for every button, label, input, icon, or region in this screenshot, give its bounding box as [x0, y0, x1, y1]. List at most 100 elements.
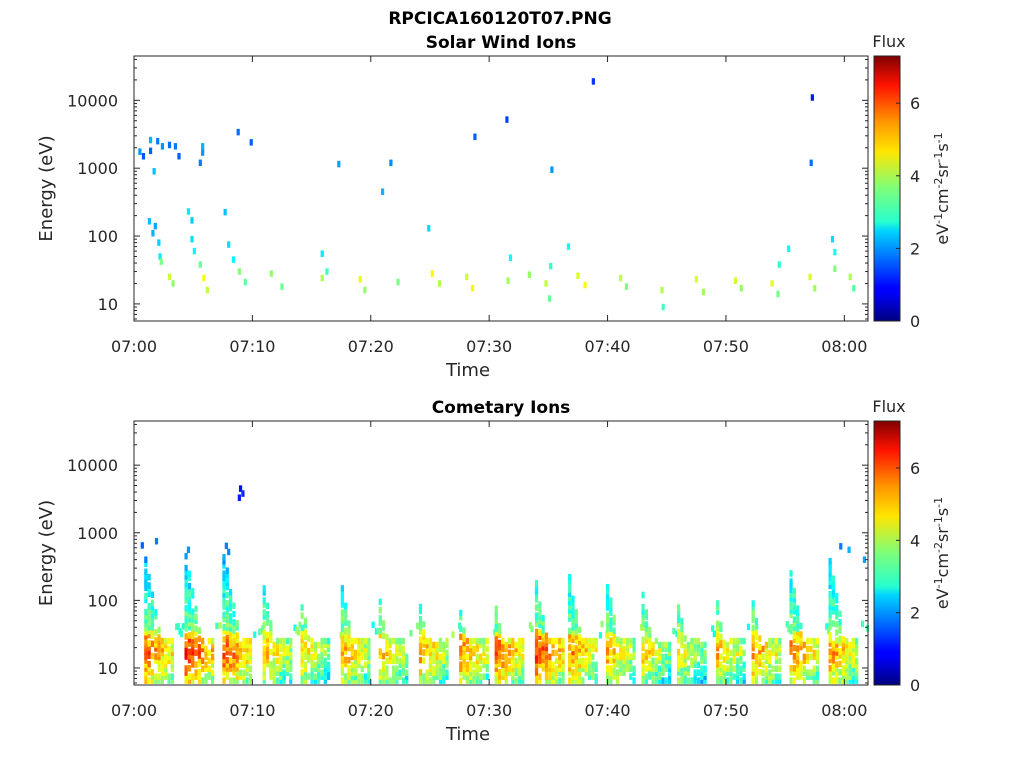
heatmap-burst-cell: [211, 669, 215, 676]
heatmap-burst-cell: [191, 657, 195, 664]
heatmap-burst-cell: [751, 661, 755, 668]
heatmap-burst-cell: [789, 648, 793, 656]
heatmap-burst-cell: [514, 677, 518, 684]
heatmap-burst-cell: [574, 669, 578, 676]
heatmap-cell: [154, 537, 159, 545]
heatmap-burst-cell: [725, 669, 730, 676]
heatmap-burst-cell: [418, 640, 423, 648]
heatmap-burst-cell: [144, 661, 148, 668]
heatmap-burst-cell: [725, 665, 730, 673]
heatmap-burst-cell: [238, 641, 243, 649]
heatmap-burst-cell: [313, 665, 317, 673]
heatmap-burst-cell: [742, 637, 746, 645]
heatmap-burst-cell: [248, 637, 253, 645]
heatmap-burst-cell: [494, 661, 498, 668]
heatmap-burst-cell: [475, 661, 479, 669]
heatmap-burst-cell: [401, 649, 406, 657]
heatmap-burst-cell: [184, 617, 188, 624]
heatmap-band-cell: [376, 627, 380, 635]
heatmap-burst-cell: [690, 661, 694, 669]
heatmap-burst-cell: [693, 673, 697, 680]
heatmap-burst-cell: [475, 645, 479, 653]
heatmap-burst-cell: [150, 632, 155, 639]
heatmap-burst-cell: [739, 649, 743, 657]
heatmap-burst-cell: [538, 617, 542, 624]
heatmap-cell: [173, 143, 178, 150]
heatmap-burst-cell: [469, 665, 473, 673]
heatmap-burst-cell: [838, 627, 842, 634]
heatmap-burst-cell: [574, 677, 578, 684]
panel-title: Solar Wind Ions: [426, 33, 577, 53]
heatmap-burst-cell: [648, 643, 652, 651]
heatmap-burst-cell: [716, 604, 720, 611]
heatmap-burst-cell: [828, 632, 832, 639]
heatmap-burst-cell: [285, 649, 290, 657]
heatmap-burst-cell: [521, 677, 525, 684]
heatmap-burst-cell: [581, 677, 585, 684]
heatmap-burst-cell: [144, 592, 148, 600]
heatmap-burst-cell: [554, 665, 559, 673]
heatmap-burst-cell: [144, 560, 148, 567]
heatmap-burst-cell: [395, 649, 399, 657]
heatmap-burst-cell: [225, 644, 229, 652]
heatmap-burst-cell: [632, 645, 636, 653]
heatmap-burst-cell: [303, 617, 308, 625]
heatmap-burst-cell: [683, 664, 687, 672]
heatmap-burst-cell: [144, 556, 148, 563]
heatmap-burst-cell: [831, 652, 836, 660]
heatmap-burst-cell: [459, 613, 463, 621]
heatmap-burst-cell: [571, 652, 575, 660]
heatmap-burst-cell: [605, 592, 610, 599]
heatmap-burst-cell: [435, 645, 439, 653]
heatmap-burst-cell: [445, 653, 449, 661]
heatmap-burst-cell: [428, 653, 433, 661]
heatmap-burst-cell: [282, 673, 286, 680]
heatmap-burst-cell: [548, 637, 552, 645]
heatmap-burst-cell: [504, 673, 508, 680]
heatmap-burst-cell: [538, 645, 542, 652]
heatmap-burst-cell: [644, 657, 648, 664]
heatmap-burst-cell: [317, 677, 321, 684]
heatmap-burst-cell: [354, 669, 358, 676]
heatmap-burst-cell: [265, 602, 270, 610]
heatmap-burst-cell: [164, 653, 168, 661]
heatmap-burst-cell: [432, 657, 436, 665]
heatmap-burst-cell: [229, 601, 233, 608]
heatmap-burst-cell: [661, 661, 665, 669]
heatmap-cell: [381, 188, 385, 195]
heatmap-burst-cell: [578, 650, 582, 657]
heatmap-burst-cell: [735, 645, 740, 653]
heatmap-burst-cell: [651, 673, 655, 680]
heatmap-burst-cell: [238, 661, 243, 668]
heatmap-burst-cell: [347, 636, 351, 644]
heatmap-burst-cell: [367, 653, 371, 661]
heatmap-burst-cell: [303, 641, 308, 649]
heatmap-burst-cell: [815, 653, 820, 661]
heatmap-burst-cell: [344, 673, 348, 680]
heatmap-burst-cell: [534, 612, 539, 619]
heatmap-burst-cell: [494, 665, 498, 672]
heatmap-burst-cell: [591, 661, 595, 669]
heatmap-burst-cell: [664, 657, 668, 665]
heatmap-burst-cell: [197, 660, 201, 668]
heatmap-burst-cell: [700, 673, 704, 680]
heatmap-burst-cell: [225, 604, 229, 611]
heatmap-burst-cell: [568, 636, 572, 643]
heatmap-burst-cell: [680, 629, 684, 637]
heatmap-burst-cell: [445, 661, 449, 669]
heatmap-cell: [152, 168, 156, 175]
heatmap-burst-cell: [378, 652, 382, 660]
heatmap-burst-cell: [754, 677, 759, 684]
heatmap-burst-cell: [207, 673, 211, 680]
heatmap-burst-cell: [544, 648, 549, 656]
heatmap-burst-cell: [641, 665, 645, 672]
heatmap-burst-cell: [344, 677, 348, 684]
heatmap-burst-cell: [398, 649, 402, 657]
heatmap-burst-cell: [654, 669, 658, 676]
heatmap-burst-cell: [828, 574, 832, 581]
heatmap-burst-cell: [587, 673, 592, 680]
heatmap-burst-cell: [479, 641, 483, 649]
heatmap-burst-cell: [622, 657, 626, 665]
heatmap-burst-cell: [828, 652, 832, 660]
heatmap-burst-cell: [541, 656, 545, 664]
